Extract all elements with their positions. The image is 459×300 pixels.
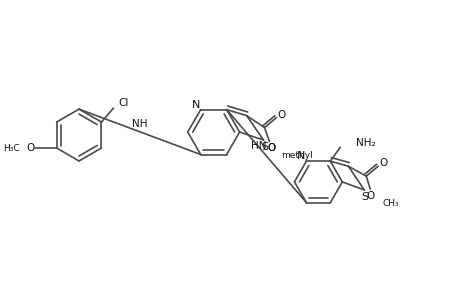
Text: N: N: [191, 100, 200, 110]
Text: H₃C: H₃C: [3, 143, 20, 152]
Text: O: O: [277, 110, 285, 120]
Text: O: O: [378, 158, 386, 168]
Text: O: O: [27, 143, 35, 153]
Text: Cl: Cl: [118, 98, 129, 108]
Text: N: N: [297, 151, 305, 161]
Text: NH₂: NH₂: [356, 138, 375, 148]
Text: O: O: [365, 191, 374, 201]
Text: CH₃: CH₃: [381, 199, 398, 208]
Text: methyl: methyl: [281, 151, 313, 160]
Text: O: O: [267, 143, 275, 154]
Text: NH: NH: [132, 119, 147, 129]
Text: S: S: [260, 142, 268, 152]
Text: HN: HN: [250, 141, 266, 151]
Text: S: S: [361, 192, 368, 202]
Text: O: O: [267, 143, 275, 154]
